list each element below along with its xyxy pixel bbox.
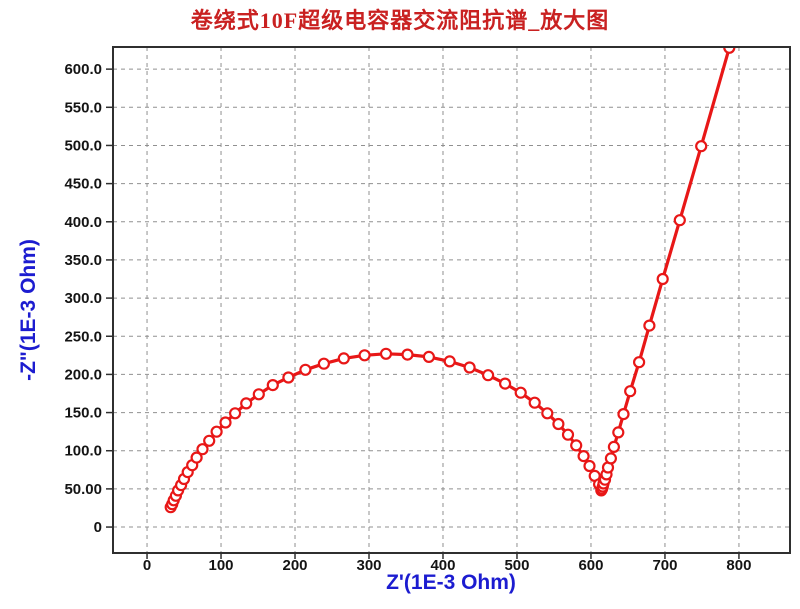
data-point-marker [229, 407, 242, 420]
y-tick-label: 500.0 [64, 137, 102, 154]
data-point-marker [203, 434, 216, 447]
data-point-marker [463, 361, 476, 374]
data-point-marker [282, 371, 295, 384]
x-tick-label: 600 [578, 557, 603, 574]
data-point-marker [570, 439, 583, 452]
y-tick-label: 50.00 [64, 481, 102, 498]
data-point-marker [252, 388, 265, 401]
x-tick-labels: 0 100 200 300 400 500 600 700 800 [143, 557, 752, 574]
data-point-marker [577, 450, 590, 463]
data-point-marker [514, 386, 527, 399]
plot-frame [112, 46, 791, 554]
data-point-marker [482, 369, 495, 382]
data-point-marker [583, 459, 596, 473]
data-point-marker [337, 352, 350, 365]
series-ac-impedance-spectrum [164, 47, 736, 514]
data-point-marker [673, 214, 686, 227]
y-tick-label: 600.0 [64, 61, 102, 78]
y-tick-label: 400.0 [64, 214, 102, 231]
y-tick-label: 550.0 [64, 99, 102, 116]
data-point-marker [358, 349, 371, 362]
data-point-marker [240, 397, 253, 410]
data-point-marker [266, 379, 279, 392]
y-tick-label: 300.0 [64, 290, 102, 307]
y-tick-labels: 0 50.00 100.0 150.0 200.0 250.0 300.0 350.0 400.… [64, 61, 102, 536]
y-tick-label: 350.0 [64, 252, 102, 269]
x-tick-label: 700 [652, 557, 677, 574]
data-point-marker [443, 355, 456, 368]
data-line [169, 47, 732, 509]
data-point-marker [541, 407, 554, 420]
axis-tick-marks [106, 68, 740, 559]
data-point-marker [190, 451, 203, 464]
data-point-marker [219, 416, 232, 429]
data-point-marker [499, 377, 512, 390]
data-point-marker [612, 426, 625, 439]
data-point-marker [422, 350, 435, 363]
data-point-marker [607, 440, 621, 453]
data-point-marker [624, 385, 637, 398]
y-tick-label: 150.0 [64, 405, 102, 422]
x-tick-label: 400 [430, 557, 455, 574]
data-point-marker [317, 357, 330, 370]
data-point-marker [210, 425, 223, 438]
data-point-marker [617, 408, 630, 421]
x-tick-label: 100 [209, 557, 234, 574]
data-point-marker [401, 348, 414, 361]
x-tick-label: 200 [282, 557, 307, 574]
data-point-marker [695, 140, 708, 153]
data-point-marker [656, 272, 669, 286]
data-point-marker [528, 396, 541, 409]
data-point-marker [632, 356, 646, 369]
y-tick-label: 100.0 [64, 443, 102, 460]
y-tick-label: 250.0 [64, 328, 102, 345]
data-point-marker [561, 428, 575, 441]
y-tick-label: 200.0 [64, 366, 102, 383]
y-axis-title: -Z"(1E-3 Ohm) [17, 239, 40, 381]
x-axis-title: Z'(1E-3 Ohm) [386, 571, 516, 594]
data-point-marker [299, 363, 312, 376]
data-point-marker [643, 319, 656, 332]
data-point-marker [196, 443, 209, 456]
data-point-marker [379, 347, 393, 360]
chart-title: 卷绕式10F超级电容器交流阻抗谱_放大图 [190, 8, 610, 33]
y-tick-label: 450.0 [64, 176, 102, 193]
data-point-marker [604, 452, 618, 465]
x-tick-label: 0 [143, 557, 151, 574]
data-point-marker [552, 417, 565, 431]
y-tick-label: 0 [94, 519, 102, 536]
x-tick-label: 300 [356, 557, 381, 574]
x-tick-label: 800 [726, 557, 751, 574]
x-tick-label: 500 [504, 557, 529, 574]
gridlines [113, 47, 790, 553]
